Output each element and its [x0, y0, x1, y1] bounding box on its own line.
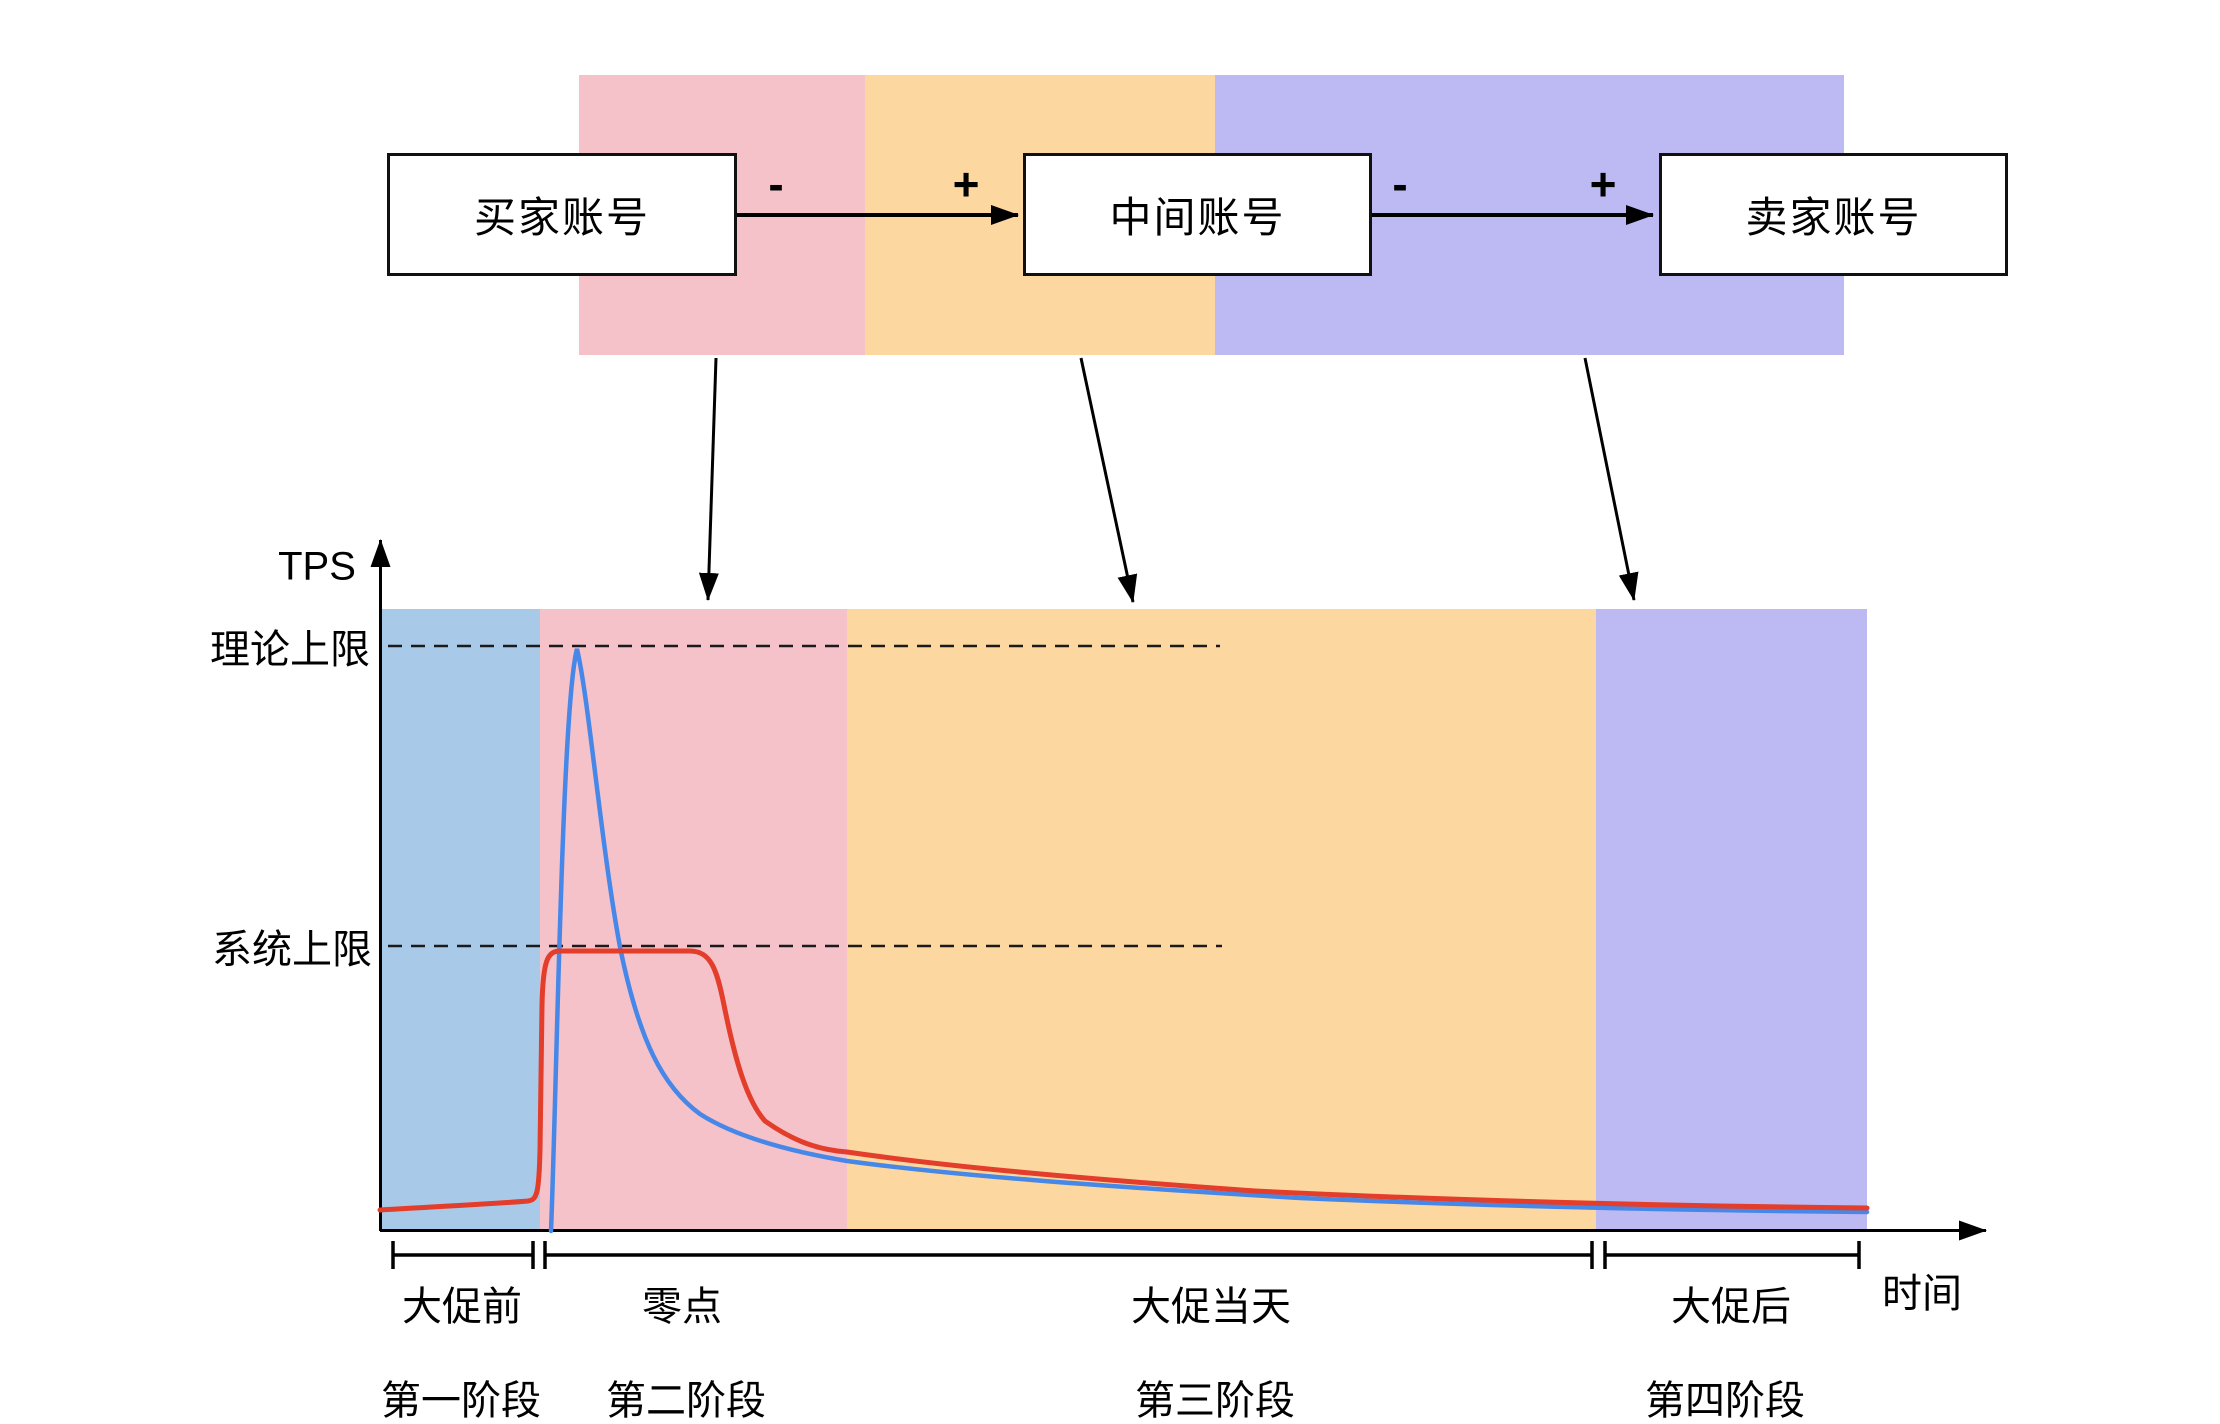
account-box-seller: 卖家账号 — [1659, 153, 2008, 276]
account-box-seller-label: 卖家账号 — [1745, 194, 1922, 241]
map-arrow-orange-down — [1079, 357, 1138, 603]
phase2-stage-label: 第二阶段 — [606, 1379, 766, 1423]
system-limit-label: 系统上限 — [212, 928, 372, 972]
account-box-middle-label: 中间账号 — [1109, 194, 1286, 241]
bracket-phase2-3 — [543, 1241, 1594, 1269]
y-axis-label: TPS — [278, 544, 356, 589]
operator-plus-middle: + — [952, 158, 980, 210]
phase4-stage-label: 第四阶段 — [1645, 1379, 1805, 1423]
account-box-buyer-label: 买家账号 — [473, 194, 650, 241]
theoretical-limit-label: 理论上限 — [210, 628, 370, 672]
x-axis-label: 时间 — [1882, 1272, 1962, 1316]
operator-plus-seller: + — [1589, 158, 1617, 210]
phase1-stage-label: 第一阶段 — [381, 1379, 541, 1423]
chart-band-phase4-purple — [1596, 609, 1867, 1231]
phase1-period-label: 大促前 — [402, 1285, 522, 1329]
bracket-phase1 — [391, 1241, 535, 1269]
operator-minus-middle: - — [1392, 158, 1408, 210]
chart-band-phase1-blue — [380, 609, 540, 1231]
bracket-phase4 — [1603, 1241, 1861, 1269]
account-box-middle: 中间账号 — [1023, 153, 1372, 276]
account-box-buyer: 买家账号 — [387, 153, 737, 276]
phase3-stage-label: 第三阶段 — [1135, 1379, 1295, 1423]
phase3-period-label: 大促当天 — [1131, 1285, 1291, 1329]
operator-minus-buyer: - — [768, 158, 784, 210]
map-arrow-pink-down — [698, 357, 719, 601]
chart-band-phase2-pink — [540, 609, 847, 1231]
phase2-period-label: 零点 — [642, 1285, 722, 1329]
chart-band-phase3-orange — [847, 609, 1596, 1231]
phase4-period-label: 大促后 — [1671, 1285, 1791, 1329]
map-arrow-purple-down — [1583, 357, 1639, 601]
